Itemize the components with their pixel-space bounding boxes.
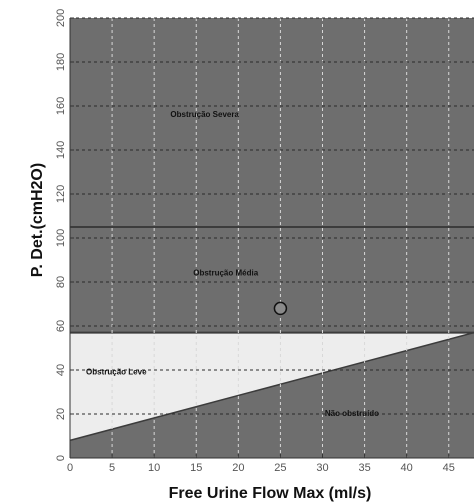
y-tick-label: 60 [55,320,67,332]
y-axis-label: P. Det.(cmH2O) [29,163,46,277]
region-label-nao-obstruido: Não obstruído [325,409,379,418]
x-tick-label: 20 [232,462,244,474]
chart-grid [69,17,474,459]
y-tick-label: 120 [55,185,67,203]
x-tick-label: 35 [358,462,370,474]
y-tick-label: 100 [55,229,67,247]
x-tick-label: 10 [148,462,160,474]
region-severa [70,18,474,227]
x-tick-label: 40 [401,462,413,474]
y-tick-label: 20 [55,408,67,420]
x-axis-label: Free Urine Flow Max (ml/s) [169,485,372,502]
y-tick-label: 200 [55,9,67,27]
data-points [273,301,288,316]
y-tick-label: 40 [55,364,67,376]
x-tick-label: 45 [443,462,455,474]
x-tick-label: 30 [316,462,328,474]
x-tick-label: 15 [190,462,202,474]
y-tick-label: 80 [55,276,67,288]
region-nao-obstruido [70,332,474,458]
region-media [70,227,474,333]
region-labels: Obstrução Severa Obstrução Média Obstrução… [86,110,379,418]
y-tick-label: 180 [55,53,67,71]
x-tick-label: 0 [67,462,73,474]
x-tick-label: 5 [109,462,115,474]
region-label-leve: Obstrução Leve [86,367,147,376]
y-tick-label: 0 [55,455,67,461]
y-tick-label: 160 [55,97,67,115]
data-point [273,301,288,316]
x-tick-label: 25 [274,462,286,474]
region-label-media: Obstrução Média [193,268,258,277]
x-axis-ticks: 0 5 10 15 20 25 30 35 40 45 [67,454,455,474]
y-axis-ticks: 0 20 40 60 80 100 120 140 160 180 200 [55,9,74,461]
region-label-severa: Obstrução Severa [170,110,239,119]
y-tick-label: 140 [55,141,67,159]
